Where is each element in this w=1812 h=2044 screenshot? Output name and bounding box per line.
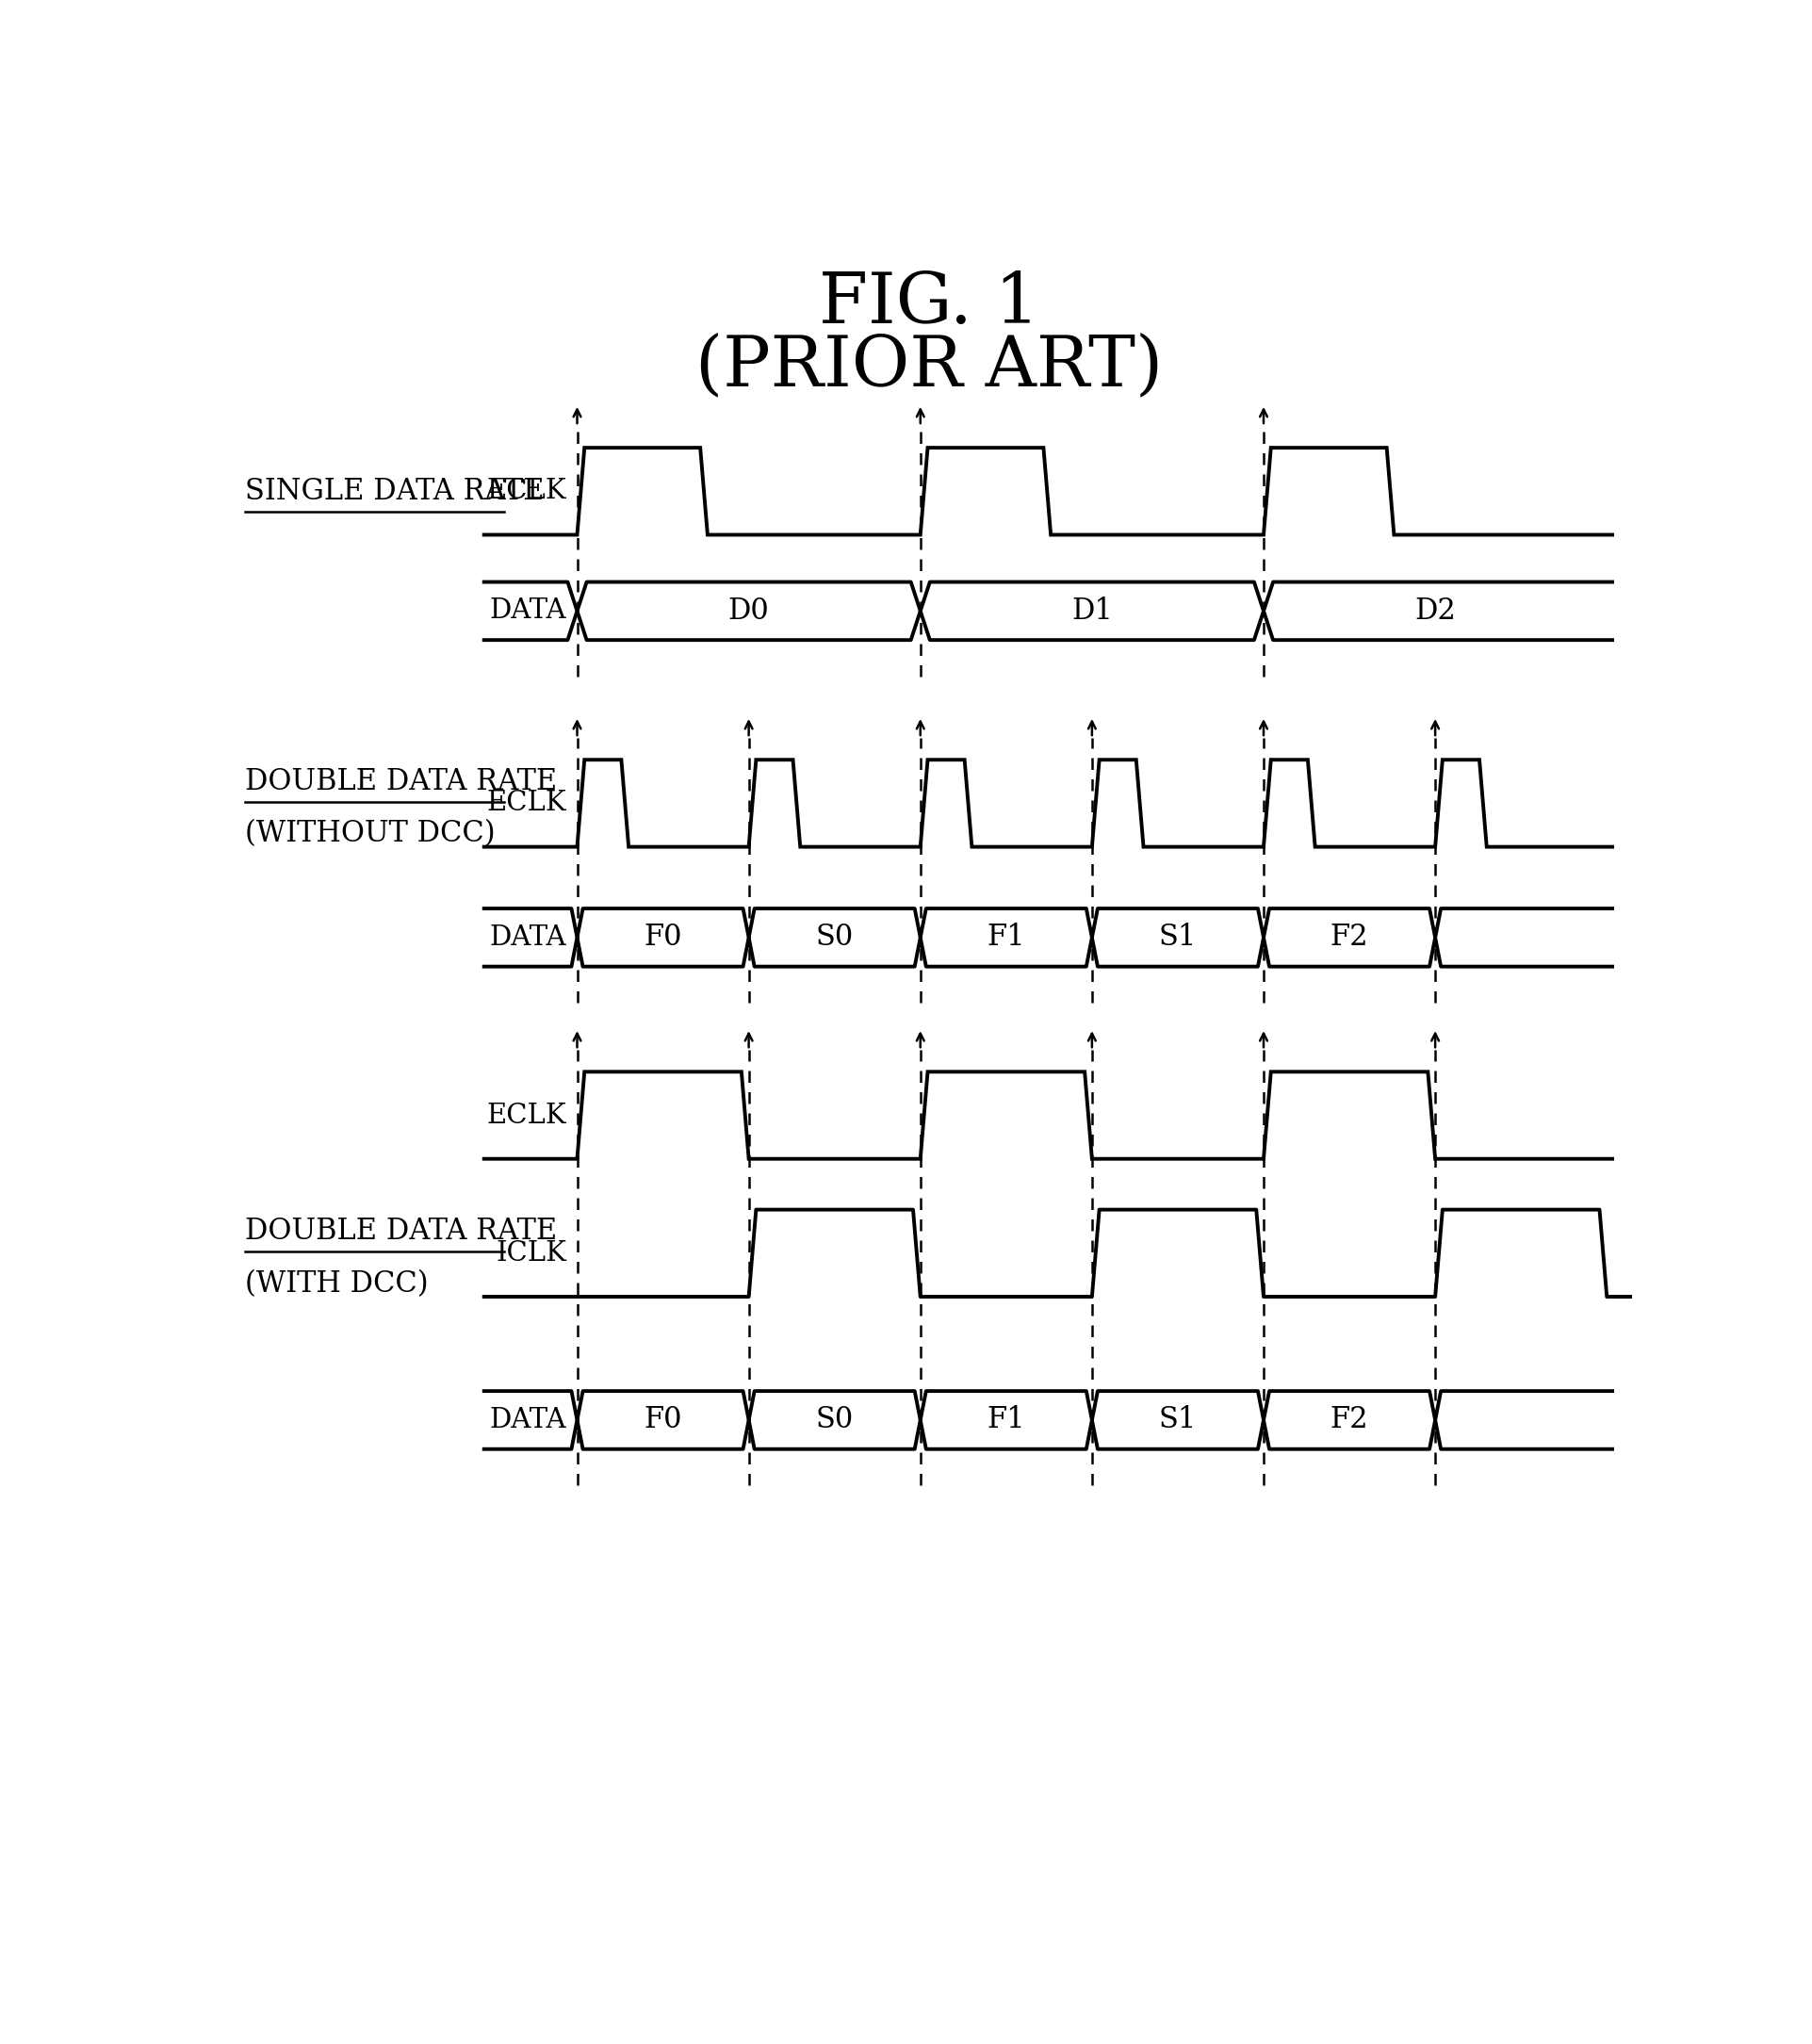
Text: FIG. 1: FIG. 1 [819, 270, 1038, 339]
Text: DATA: DATA [489, 1406, 565, 1433]
Text: DATA: DATA [489, 924, 565, 950]
Text: S0: S0 [815, 1406, 853, 1435]
Text: ECLK: ECLK [486, 791, 565, 816]
Text: F0: F0 [643, 1406, 681, 1435]
Text: (WITH DCC): (WITH DCC) [245, 1269, 428, 1298]
Text: (PRIOR ART): (PRIOR ART) [696, 331, 1161, 401]
Text: ECLK: ECLK [486, 478, 565, 505]
Text: ICLK: ICLK [495, 1241, 565, 1267]
Text: D2: D2 [1413, 597, 1455, 625]
Text: DOUBLE DATA RATE: DOUBLE DATA RATE [245, 766, 556, 795]
Text: DOUBLE DATA RATE: DOUBLE DATA RATE [245, 1216, 556, 1247]
Text: F2: F2 [1330, 924, 1368, 953]
Text: S1: S1 [1158, 1406, 1196, 1435]
Text: D1: D1 [1071, 597, 1113, 625]
Text: F2: F2 [1330, 1406, 1368, 1435]
Text: S1: S1 [1158, 924, 1196, 953]
Text: ECLK: ECLK [486, 1102, 565, 1128]
Text: D0: D0 [728, 597, 768, 625]
Text: (WITHOUT DCC): (WITHOUT DCC) [245, 820, 495, 848]
Text: F1: F1 [986, 1406, 1026, 1435]
Text: F1: F1 [986, 924, 1026, 953]
Text: F0: F0 [643, 924, 681, 953]
Text: SINGLE DATA RATE: SINGLE DATA RATE [245, 476, 544, 505]
Text: S0: S0 [815, 924, 853, 953]
Text: DATA: DATA [489, 597, 565, 623]
